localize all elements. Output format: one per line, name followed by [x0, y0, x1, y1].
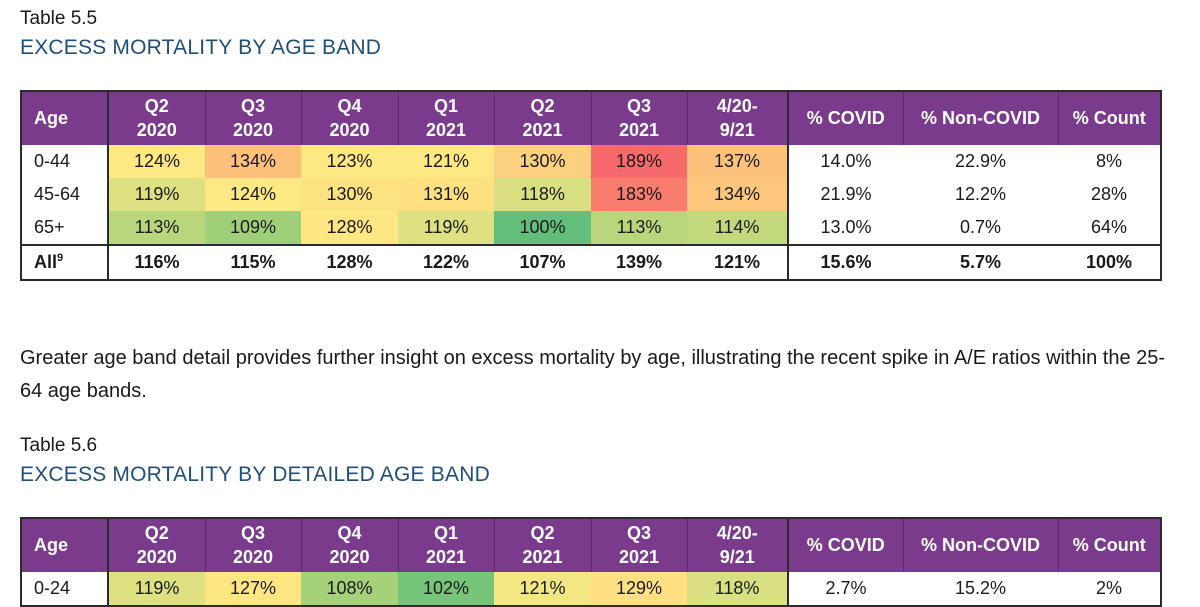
ae-ratio-cell: 102%: [398, 572, 494, 606]
header-q1-2021: Q1 2021: [398, 518, 495, 572]
header-q3-2020: Q3 2020: [205, 518, 302, 572]
table-row: All9 116% 115% 128% 122% 107% 139% 121% 15.6% 5.7…: [21, 244, 1161, 280]
age-band-cell: 65+: [21, 211, 109, 245]
ae-ratio-cell: 128%: [301, 244, 398, 280]
ae-ratio-cell: 115%: [205, 244, 301, 280]
header-q4-2020: Q4 2020: [301, 518, 399, 572]
noncovid-pct-cell: 12.2%: [903, 178, 1058, 211]
ae-ratio-cell: 183%: [591, 178, 687, 211]
excess-mortality-table: Age Q2 2020 Q3 2020 Q4 2020 Q1 2021 Q2 2021 Q…: [20, 90, 1162, 281]
ae-ratio-cell: 124%: [205, 178, 301, 211]
covid-pct-cell: 21.9%: [788, 178, 903, 211]
ae-ratio-cell: 130%: [301, 178, 398, 211]
ae-ratio-cell: 127%: [205, 572, 301, 606]
covid-pct-cell: 15.6%: [788, 244, 903, 280]
ae-ratio-cell: 113%: [591, 211, 687, 245]
table-5-5-title: EXCESS MORTALITY BY AGE BAND: [20, 36, 382, 59]
ae-ratio-cell: 114%: [687, 211, 789, 245]
header-q3-2020: Q3 2020: [205, 91, 302, 145]
header-covid: % COVID: [788, 91, 904, 145]
table-5-6-title: EXCESS MORTALITY BY DETAILED AGE BAND: [20, 463, 490, 486]
covid-pct-cell: 2.7%: [788, 572, 903, 606]
noncovid-pct-cell: 22.9%: [903, 145, 1058, 178]
ae-ratio-cell: 107%: [494, 244, 591, 280]
header-q4-2020: Q4 2020: [301, 91, 399, 145]
header-age: Age: [21, 91, 109, 145]
count-pct-cell: 64%: [1058, 211, 1161, 245]
ae-ratio-cell: 119%: [398, 211, 494, 245]
table-row: 65+ 113% 109% 128% 119% 100% 113% 114% 13.0% 0.7%…: [21, 211, 1161, 245]
ae-ratio-cell: 123%: [301, 145, 398, 178]
count-pct-cell: 28%: [1058, 178, 1161, 211]
noncovid-pct-cell: 5.7%: [903, 244, 1058, 280]
header-ytd: 4/20- 9/21: [687, 91, 789, 145]
header-covid: % COVID: [788, 518, 904, 572]
ae-ratio-cell: 113%: [108, 211, 205, 245]
ae-ratio-cell: 118%: [687, 572, 789, 606]
header-count: % Count: [1058, 518, 1162, 572]
ae-ratio-cell: 119%: [108, 572, 205, 606]
ae-ratio-cell: 137%: [687, 145, 789, 178]
table-5-5-label: Table 5.5: [20, 8, 98, 29]
footnote-marker: 9: [57, 252, 64, 264]
header-q1-2021: Q1 2021: [398, 91, 495, 145]
count-pct-cell: 100%: [1058, 244, 1161, 280]
header-q2-2020: Q2 2020: [108, 518, 206, 572]
body-paragraph: Greater age band detail provides further…: [20, 347, 1166, 402]
header-q2-2021: Q2 2021: [494, 91, 592, 145]
ae-ratio-cell: 100%: [494, 211, 591, 245]
header-count: % Count: [1058, 91, 1162, 145]
noncovid-pct-cell: 0.7%: [903, 211, 1058, 245]
ae-ratio-cell: 121%: [398, 145, 494, 178]
table-5-6-label: Table 5.6: [20, 435, 98, 456]
ae-ratio-cell: 129%: [591, 572, 687, 606]
ae-ratio-cell: 121%: [494, 572, 591, 606]
covid-pct-cell: 14.0%: [788, 145, 903, 178]
table-header-row: Age Q2 2020 Q3 2020 Q4 2020 Q1 2021 Q2 2021 Q…: [21, 91, 1162, 145]
header-age: Age: [21, 518, 109, 572]
header-noncovid: % Non-COVID: [903, 518, 1059, 572]
table-row: 0-44 124% 134% 123% 121% 130% 189% 137% 14.0% 22.…: [21, 145, 1161, 178]
ae-ratio-cell: 139%: [591, 244, 687, 280]
ae-ratio-cell: 119%: [108, 178, 205, 211]
noncovid-pct-cell: 15.2%: [903, 572, 1058, 606]
header-q2-2020: Q2 2020: [108, 91, 206, 145]
header-q3-2021: Q3 2021: [591, 91, 688, 145]
table-row: 45-64 119% 124% 130% 131% 118% 183% 134% 21.9% 12…: [21, 178, 1161, 211]
age-band-cell: 45-64: [21, 178, 109, 211]
ae-ratio-cell: 122%: [398, 244, 494, 280]
ae-ratio-cell: 130%: [494, 145, 591, 178]
ae-ratio-cell: 108%: [301, 572, 398, 606]
count-pct-cell: 8%: [1058, 145, 1161, 178]
ae-ratio-cell: 134%: [687, 178, 789, 211]
ae-ratio-cell: 116%: [108, 244, 205, 280]
ae-ratio-cell: 128%: [301, 211, 398, 245]
excess-mortality-detailed-table: Age Q2 2020 Q3 2020 Q4 2020 Q1 2021 Q2 2021 Q…: [20, 517, 1162, 607]
covid-pct-cell: 13.0%: [788, 211, 903, 245]
ae-ratio-cell: 189%: [591, 145, 687, 178]
age-band-cell: 0-44: [21, 145, 109, 178]
ae-ratio-cell: 134%: [205, 145, 301, 178]
table-row: 0-24 119% 127% 108% 102% 121% 129% 118% 2.7% 15.2…: [21, 572, 1161, 606]
ae-ratio-cell: 109%: [205, 211, 301, 245]
header-ytd: 4/20- 9/21: [687, 518, 789, 572]
table-header-row: Age Q2 2020 Q3 2020 Q4 2020 Q1 2021 Q2 2021 Q…: [21, 518, 1162, 572]
header-q2-2021: Q2 2021: [494, 518, 592, 572]
ae-ratio-cell: 118%: [494, 178, 591, 211]
age-band-cell: All9: [21, 244, 109, 280]
ae-ratio-cell: 121%: [687, 244, 789, 280]
header-noncovid: % Non-COVID: [903, 91, 1059, 145]
header-q3-2021: Q3 2021: [591, 518, 688, 572]
age-band-cell: 0-24: [21, 572, 109, 606]
count-pct-cell: 2%: [1058, 572, 1161, 606]
ae-ratio-cell: 131%: [398, 178, 494, 211]
ae-ratio-cell: 124%: [108, 145, 205, 178]
